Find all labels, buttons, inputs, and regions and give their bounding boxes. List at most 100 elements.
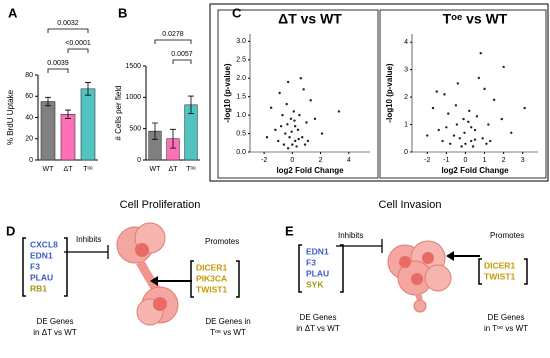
panel-label: B — [118, 5, 127, 20]
gene-bracket — [22, 237, 68, 297]
point — [279, 124, 283, 128]
point — [510, 131, 513, 134]
x-tick-label: -1 — [443, 157, 449, 164]
error-bar — [65, 109, 71, 119]
point — [291, 143, 294, 146]
y-tick-label: 1.5 — [236, 94, 246, 101]
chart-title: ΔT vs WT — [278, 11, 342, 27]
inhibit-line — [64, 245, 109, 259]
y-tick-label: 20 — [25, 136, 33, 143]
y-tick-label: 0.5 — [236, 130, 246, 137]
point — [313, 117, 317, 121]
gene: F3 — [306, 257, 316, 267]
gene: PIK3CA — [196, 273, 227, 283]
x-tick-label: ΔT — [169, 166, 179, 173]
y-tick-label: 3 — [404, 67, 408, 74]
y-tick-label: 1000 — [125, 94, 141, 101]
point — [301, 136, 304, 139]
point — [292, 110, 295, 113]
point — [299, 77, 303, 80]
y-tick-label: 40 — [25, 114, 33, 121]
point — [467, 120, 470, 124]
point — [277, 139, 280, 143]
significance-bracket — [47, 68, 69, 73]
point — [483, 87, 486, 91]
point — [473, 128, 477, 132]
point — [288, 136, 291, 139]
point — [492, 98, 496, 102]
bar — [60, 114, 76, 161]
caption: in ΔT vs WT — [296, 324, 340, 333]
point — [286, 123, 289, 126]
point — [452, 134, 456, 137]
y-tick-label: 0 — [137, 157, 141, 164]
point — [297, 137, 300, 141]
x-tick-label: ΔT — [64, 166, 74, 173]
x-tick-label: Tᵒᵉ — [186, 166, 196, 173]
x-tick-label: 0 — [290, 157, 294, 164]
significance-bracket — [67, 48, 89, 53]
y-tick-label: 4 — [404, 39, 408, 46]
inhibit-line — [336, 239, 383, 253]
x-tick-label: 2 — [319, 157, 323, 164]
x-axis-label: log2 Fold Change — [276, 166, 344, 175]
point — [464, 142, 467, 145]
point — [481, 137, 484, 140]
y-tick-label: 1500 — [125, 63, 141, 70]
gene: PLAU — [30, 272, 53, 282]
bar — [40, 101, 56, 161]
point — [305, 121, 308, 124]
caption: in Tᵒᵉ vs WT — [484, 324, 528, 333]
action-label: Inhibits — [76, 235, 101, 244]
point — [469, 139, 473, 143]
y-tick-label: 0 — [29, 157, 33, 164]
panel-c-frame — [209, 3, 549, 182]
point — [454, 104, 458, 107]
gene: TWIST1 — [484, 271, 515, 281]
significance-bracket — [154, 39, 192, 44]
significance-bracket — [47, 28, 89, 33]
significance-bracket — [172, 59, 192, 64]
gene-bracket — [190, 260, 240, 298]
gene: TWIST1 — [196, 284, 227, 294]
proliferation-cells — [116, 222, 179, 326]
x-tick-label: WT — [150, 166, 162, 173]
chart-title: Tᵒᵉ vs WT — [443, 11, 508, 27]
y-tick-label: 2 — [404, 94, 408, 101]
point — [274, 128, 277, 132]
point — [462, 117, 465, 121]
point — [289, 117, 293, 121]
diagram-title: Cell Proliferation — [120, 199, 201, 211]
point — [441, 139, 444, 143]
point — [437, 128, 440, 132]
point — [278, 91, 281, 95]
x-tick-label: WT — [43, 166, 55, 173]
y-tick-label: 1 — [404, 121, 408, 128]
point — [286, 147, 290, 150]
gene: EDN1 — [30, 250, 53, 260]
action-label: Promotes — [490, 231, 524, 240]
caption: Tᵒᵉ vs WT — [210, 328, 246, 337]
error-bar — [45, 96, 51, 107]
plot-frame — [217, 9, 379, 179]
point — [265, 136, 269, 139]
point — [337, 110, 341, 113]
y-tick-label: 60 — [25, 93, 33, 100]
panel-label: D — [6, 223, 15, 238]
plot-frame — [379, 9, 547, 179]
gene: SYK — [306, 279, 324, 289]
point — [286, 80, 290, 84]
p-value-label: 0.0278 — [162, 31, 184, 38]
point — [284, 132, 287, 135]
gene: PLAU — [306, 268, 329, 278]
point — [431, 106, 435, 110]
point — [500, 117, 503, 121]
point — [458, 137, 461, 140]
x-tick-label: -2 — [261, 157, 267, 164]
point — [290, 130, 293, 133]
diagram-title: Cell Invasion — [379, 199, 442, 211]
panel-label: A — [8, 5, 18, 20]
action-label: Inhibits — [338, 231, 363, 240]
x-tick-label: 0 — [464, 157, 468, 164]
